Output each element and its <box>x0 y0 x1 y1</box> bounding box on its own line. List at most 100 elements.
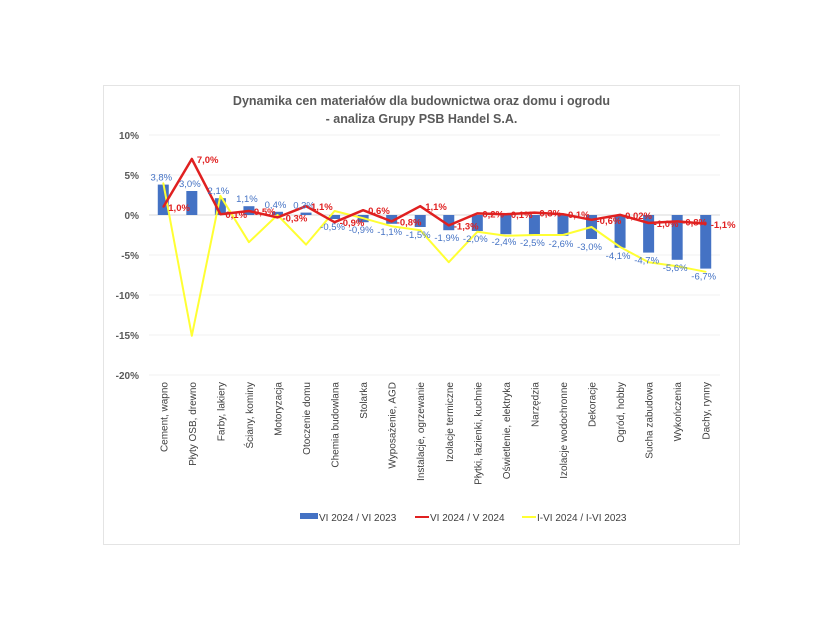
legend-label: VI 2024 / V 2024 <box>430 513 505 524</box>
line-series-mom <box>162 157 706 227</box>
x-tick-label: Izolacje wodochronne <box>559 382 570 479</box>
point-mom <box>305 205 307 207</box>
x-tick-label: Ogród, hobby <box>616 382 627 443</box>
point-ytd <box>419 229 422 231</box>
x-tick-label: Chemia budowlana <box>331 382 342 468</box>
bar-data-label: -2,4% <box>491 237 516 248</box>
point-mom <box>647 222 650 224</box>
bar <box>614 215 626 248</box>
line-data-label: 1,0% <box>168 203 190 214</box>
bar-data-label: -1,5% <box>406 230 431 241</box>
y-tick-label: -5% <box>121 251 139 262</box>
point-ytd <box>362 217 364 219</box>
line-series-ytd <box>162 182 706 337</box>
y-tick-label: -15% <box>116 331 139 342</box>
legend-swatch-bar <box>300 513 318 519</box>
x-tick-label: Płytki, łazienki, kuchnie <box>473 382 484 485</box>
legend-label: VI 2024 / VI 2023 <box>319 513 397 524</box>
bar-data-label: 0,3% <box>293 201 315 212</box>
bar-data-label: -4,7% <box>634 256 659 267</box>
point-ytd <box>590 226 593 228</box>
point-ytd <box>704 271 707 273</box>
bar <box>671 215 683 260</box>
point-mom <box>704 223 707 225</box>
bar-data-label: 3,0% <box>179 179 201 190</box>
x-tick-label: Wyposażenie, AGD <box>388 382 399 469</box>
x-tick-label: Motoryzacja <box>273 382 284 436</box>
bar-data-label: -2,6% <box>549 239 574 250</box>
bar-data-label: -2,5% <box>520 238 545 249</box>
point-mom <box>447 224 450 227</box>
line-data-label: -1,1% <box>711 220 736 231</box>
point-ytd <box>390 225 393 227</box>
chart-title: Dynamika cen materiałów dla budownictwa … <box>103 92 740 128</box>
bar <box>414 215 426 227</box>
bar <box>500 215 512 235</box>
x-tick-label: Płyty OSB, drewno <box>188 382 199 466</box>
point-mom <box>333 221 336 223</box>
bar <box>443 215 455 231</box>
line-data-label: 1,1% <box>311 202 333 213</box>
y-tick-label: 10% <box>119 131 139 142</box>
y-tick-label: -10% <box>116 291 139 302</box>
chart-frame <box>103 85 740 545</box>
bar-data-label: 2,1% <box>208 186 230 197</box>
point-mom <box>533 211 536 214</box>
x-tick-label: Cement, wapno <box>159 382 170 452</box>
y-tick-label: 5% <box>125 171 140 182</box>
x-tick-label: Izolacje termiczne <box>445 382 456 462</box>
x-tick-label: Wykończenia <box>673 382 684 442</box>
bar-data-label: -1,1% <box>377 227 402 238</box>
bar <box>471 215 483 231</box>
x-tick-label: Otoczenie domu <box>302 382 313 455</box>
x-tick-label: Dekoracje <box>588 382 599 427</box>
bar-data-label: -2,0% <box>463 234 488 245</box>
line-data-label: 0,2% <box>482 209 504 220</box>
point-mom <box>248 210 250 212</box>
point-ytd <box>476 231 479 233</box>
x-tick-label: Narzędzia <box>530 382 541 427</box>
point-mom <box>162 206 165 208</box>
bar-data-label: -1,9% <box>434 233 459 244</box>
x-tick-label: Farby, lakiery <box>216 382 227 441</box>
line-data-label: 0,3% <box>539 209 561 220</box>
x-tick-label: Oświetlenie, elektryka <box>502 382 513 480</box>
line-data-label: -1,3% <box>454 221 479 232</box>
chart-subtitle: - analiza Grupy PSB Handel S.A. <box>325 112 518 126</box>
point-mom <box>505 213 507 215</box>
bar <box>300 212 312 215</box>
bar <box>557 215 569 236</box>
bar <box>186 191 198 215</box>
point-ytd <box>562 234 564 236</box>
bar <box>157 184 169 215</box>
point-mom <box>191 158 193 160</box>
x-tick-label: Dachy, rynny <box>702 382 713 440</box>
y-tick-label: 0% <box>125 211 140 222</box>
point-mom <box>276 216 279 219</box>
line-data-label: -1,0% <box>654 219 679 230</box>
point-ytd <box>619 246 621 248</box>
line-data-label: 0,5% <box>254 207 276 218</box>
point-ytd <box>333 210 336 212</box>
bar-data-label: -0,9% <box>349 225 374 236</box>
point-ytd <box>505 235 507 237</box>
line-data-label: 0,1% <box>225 210 247 221</box>
point-mom <box>562 213 564 215</box>
point-mom <box>390 220 393 223</box>
point-ytd <box>647 261 650 264</box>
point-ytd <box>248 241 250 243</box>
point-mom <box>219 213 222 215</box>
bar-data-label: 1,1% <box>236 194 258 205</box>
bar <box>214 198 226 215</box>
line-data-label: 7,0% <box>197 155 219 166</box>
point-ytd <box>533 234 536 236</box>
y-tick-label: -20% <box>116 371 139 382</box>
point-ytd <box>219 195 222 197</box>
legend-label: I-VI 2024 / I-VI 2023 <box>537 513 627 524</box>
line-data-label: -0,8% <box>397 217 422 228</box>
bar-data-label: -5,6% <box>663 263 688 274</box>
point-mom <box>619 214 621 216</box>
bar <box>386 215 398 224</box>
line-data-label: 1,1% <box>425 202 447 213</box>
point-ytd <box>447 261 450 264</box>
